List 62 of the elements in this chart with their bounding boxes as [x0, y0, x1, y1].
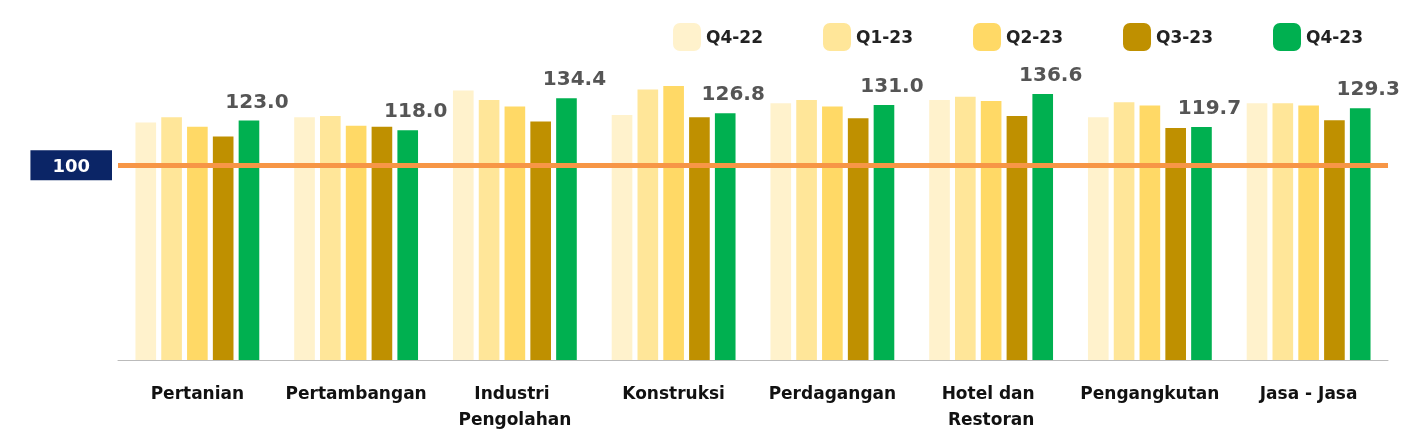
data-label: 134.4	[542, 66, 607, 91]
x-tick-label: Konstruksi	[622, 383, 725, 403]
data-label: 129.3	[1336, 76, 1400, 101]
bar	[478, 100, 500, 360]
x-tick-label: Hotel dan Restoran	[941, 383, 1041, 429]
data-label: 126.8	[701, 81, 765, 106]
bar	[796, 100, 817, 360]
bar	[187, 126, 208, 360]
bar	[1139, 105, 1161, 360]
x-tick-label: Jasa - Jasa	[1258, 383, 1358, 403]
bar	[1191, 126, 1212, 360]
legend-label: Q4-22	[706, 27, 764, 47]
bar	[847, 118, 869, 360]
bar	[1349, 108, 1371, 360]
bar	[1113, 102, 1135, 360]
data-label: 136.6	[1019, 62, 1083, 87]
legend-label: Q1-23	[856, 27, 914, 47]
bar	[1165, 127, 1186, 360]
x-tick-label: Pertambangan	[285, 383, 427, 403]
bar	[714, 113, 736, 360]
bar	[530, 121, 551, 360]
bar	[345, 125, 367, 360]
data-label: 123.0	[225, 88, 289, 113]
bar	[1272, 103, 1294, 360]
bar	[822, 106, 843, 360]
bar	[1087, 117, 1109, 360]
x-tick-label: Pertanian	[150, 383, 245, 403]
legend-label: Q4-23	[1306, 27, 1364, 47]
x-tick-label: Industri Pengolahan	[458, 383, 572, 429]
bar	[663, 86, 684, 360]
bar	[980, 101, 1002, 360]
bar	[135, 122, 157, 360]
legend-label: Q2-23	[1006, 27, 1064, 47]
bar	[161, 117, 182, 360]
x-tick-label: Perdagangan	[768, 383, 897, 403]
bar	[1032, 94, 1054, 360]
legend-label: Q3-23	[1156, 27, 1214, 47]
data-label: 118.0	[384, 98, 448, 123]
bar	[1324, 120, 1345, 360]
bar	[929, 100, 950, 360]
bar	[637, 89, 659, 360]
bar	[689, 117, 710, 360]
bar	[611, 115, 633, 360]
bar	[1006, 116, 1028, 360]
ref-line-label: 100	[52, 154, 90, 176]
bar	[294, 117, 315, 360]
bar	[873, 104, 895, 360]
data-label: 131.0	[860, 72, 924, 97]
bar	[320, 116, 341, 360]
bar	[556, 98, 577, 360]
bar	[238, 120, 260, 360]
bar	[1298, 105, 1319, 360]
x-tick-label: Pengangkutan	[1080, 383, 1220, 403]
bar	[212, 136, 234, 360]
bar	[397, 130, 419, 360]
bar	[504, 106, 526, 360]
bar	[1246, 103, 1268, 360]
bar	[452, 90, 474, 360]
bar	[955, 96, 976, 360]
bar	[371, 126, 393, 360]
bar	[770, 103, 792, 360]
data-label: 119.7	[1177, 94, 1242, 119]
